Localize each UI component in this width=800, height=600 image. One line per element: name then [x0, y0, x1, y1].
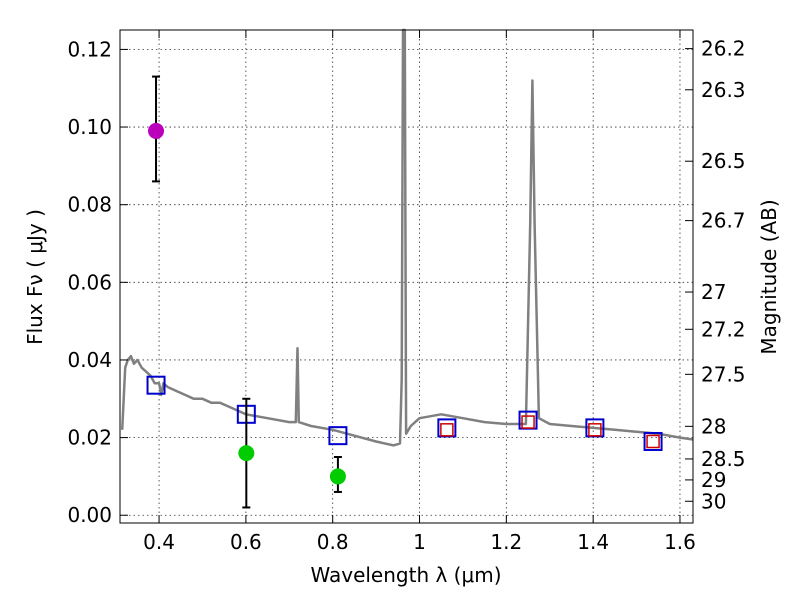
y-tick-label: 0.08: [67, 193, 112, 217]
x-tick-label: 0.8: [317, 530, 349, 554]
y2-axis-title: Magnitude (AB): [757, 199, 781, 354]
y2-tick-label: 29: [701, 468, 726, 492]
y2-tick-label: 27.2: [701, 317, 746, 341]
y-tick-label: 0.06: [67, 270, 112, 294]
observed-point: [238, 445, 255, 462]
y-axis-title: Flux Fν ( μJy ): [23, 209, 47, 345]
y-tick-label: 0.10: [67, 115, 112, 139]
y-tick-label: 0.04: [67, 348, 112, 372]
x-axis-title: Wavelength λ (μm): [310, 563, 501, 587]
y2-tick-label: 26.7: [701, 209, 746, 233]
x-tick-label: 1: [413, 530, 426, 554]
x-tick-label: 1.4: [577, 530, 609, 554]
observed-point: [148, 122, 165, 139]
observed-point: [329, 468, 346, 485]
axis-ticks: 0.4 0.6 0.8 1 1.2 1.4 1.6 0.00 0.02 0.04 0.06 0.08 0…: [67, 30, 746, 554]
y2-tick-label: 26.2: [701, 37, 746, 61]
model-square-red: [646, 434, 660, 449]
model-square-blue: [146, 375, 166, 395]
model-square-blue: [328, 426, 348, 446]
y2-tick-label: 26.3: [701, 78, 746, 102]
y2-tick-label: 28: [701, 414, 726, 438]
y2-tick-label: 30: [701, 489, 726, 513]
y2-tick-label: 26.5: [701, 149, 746, 173]
model-square-red: [588, 423, 602, 437]
gridlines: [120, 30, 693, 523]
y-tick-label: 0.02: [67, 426, 112, 450]
x-tick-label: 1.6: [664, 530, 696, 554]
x-tick-label: 0.4: [143, 530, 175, 554]
y2-tick-label: 27.5: [701, 362, 746, 386]
y2-tick-label: 27: [701, 280, 726, 304]
spectrum-line: [120, 28, 694, 447]
y2-tick-label: 28.5: [701, 447, 746, 471]
x-tick-label: 0.6: [230, 530, 262, 554]
model-square-blue: [643, 431, 663, 451]
model-square-red: [440, 423, 454, 437]
y-tick-label: 0.12: [67, 37, 112, 61]
model-square-red: [521, 415, 535, 429]
plot-area: [120, 28, 694, 509]
plot-frame: [119, 29, 694, 524]
y-tick-label: 0.00: [67, 503, 112, 527]
x-tick-label: 1.2: [490, 530, 522, 554]
